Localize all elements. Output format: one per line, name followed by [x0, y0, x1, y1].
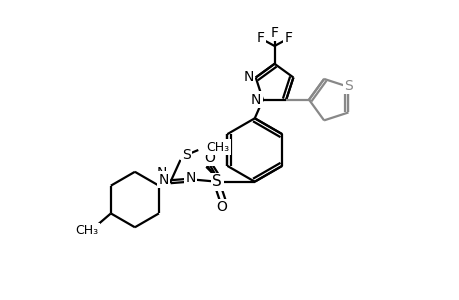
Text: N: N	[243, 70, 253, 85]
Text: S: S	[212, 174, 222, 189]
Text: N: N	[250, 93, 261, 107]
Text: F: F	[270, 26, 278, 40]
Text: S: S	[343, 79, 352, 93]
Text: CH₃: CH₃	[75, 224, 98, 237]
Text: N: N	[156, 166, 167, 180]
Text: O: O	[216, 200, 227, 214]
Text: N: N	[158, 173, 169, 187]
Text: CH₃: CH₃	[206, 140, 229, 154]
Text: F: F	[256, 31, 264, 45]
Text: O: O	[203, 151, 214, 165]
Text: S: S	[182, 148, 190, 162]
Text: F: F	[284, 31, 292, 45]
Text: N: N	[185, 171, 195, 185]
